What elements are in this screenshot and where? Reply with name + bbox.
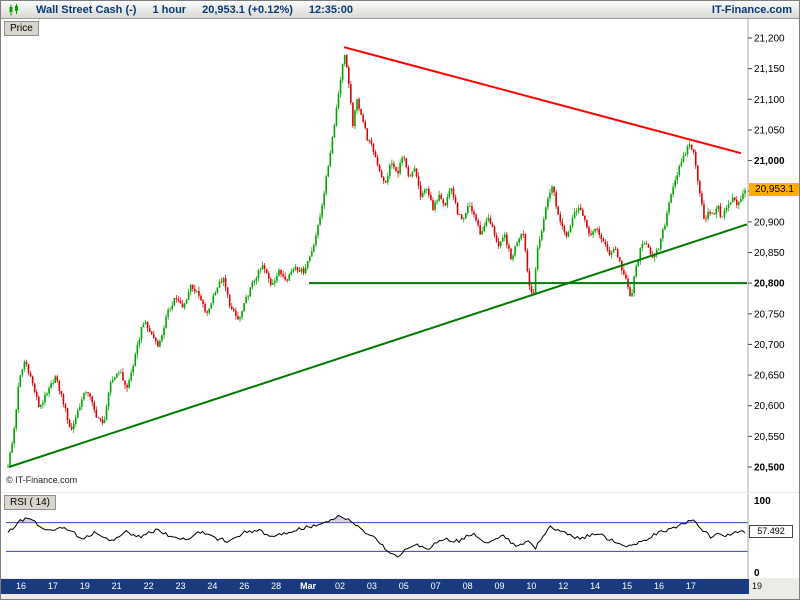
price-tick-label: 21,000 bbox=[754, 156, 785, 167]
instrument-name: Wall Street Cash (-) bbox=[36, 3, 137, 16]
price-chart-canvas[interactable]: 21,20021,15021,10021,05021,00020,95020,9… bbox=[1, 19, 800, 492]
rsi-chart-canvas[interactable]: 100 0 bbox=[1, 493, 800, 578]
rsi-overbought-fill bbox=[8, 515, 745, 523]
x-axis-label: 16 bbox=[15, 581, 27, 591]
x-axis-label: Mar bbox=[300, 581, 317, 591]
x-axis-label: 28 bbox=[271, 581, 282, 591]
brand-link[interactable]: IT-Finance.com bbox=[711, 3, 792, 16]
last-price-badge: 20,953.1 bbox=[749, 182, 799, 196]
rsi-scale-label: 100 bbox=[754, 496, 771, 507]
price-tick-label: 21,100 bbox=[754, 95, 785, 106]
price-tick-label: 21,200 bbox=[754, 34, 785, 45]
x-axis-label: 07 bbox=[430, 581, 441, 591]
x-axis-label: 08 bbox=[462, 581, 473, 591]
x-axis-corner-label: 19 bbox=[752, 581, 763, 591]
x-axis-label: 15 bbox=[622, 581, 633, 591]
x-axis-label: 02 bbox=[334, 581, 346, 591]
x-axis-label: 09 bbox=[494, 581, 505, 591]
timeframe-label: 1 hour bbox=[152, 3, 187, 16]
x-axis-label: 21 bbox=[111, 581, 122, 591]
last-quote: 20,953.1 (+0.12%) bbox=[202, 3, 293, 16]
header-bar: Wall Street Cash (-) 1 hour 20,953.1 (+0… bbox=[1, 1, 799, 19]
price-tick-label: 20,850 bbox=[754, 248, 785, 259]
x-axis-label: 23 bbox=[175, 581, 186, 591]
quote-time: 12:35:00 bbox=[308, 3, 353, 16]
price-panel-label[interactable]: Price bbox=[4, 21, 39, 36]
x-axis-label: 14 bbox=[590, 581, 601, 591]
price-tick-label: 20,650 bbox=[754, 371, 785, 382]
price-tick-label: 20,750 bbox=[754, 309, 785, 320]
price-tick-label: 20,900 bbox=[754, 217, 785, 228]
rsi-line bbox=[7, 514, 746, 558]
x-axis-bar[interactable]: 16 17 19 21 22 23 24 26 28 Mar 02 03 05 07 08 09 10 12 14 1… bbox=[1, 579, 749, 594]
price-tick-label: 20,600 bbox=[754, 401, 785, 412]
candlestick-series bbox=[7, 54, 746, 469]
price-tick-label: 20,800 bbox=[754, 279, 785, 290]
price-tick-label: 20,700 bbox=[754, 340, 785, 351]
x-axis-label: 10 bbox=[526, 581, 537, 591]
price-tick-label: 20,550 bbox=[754, 432, 785, 443]
price-tick-label: 21,050 bbox=[754, 125, 785, 136]
x-axis-label: 17 bbox=[47, 581, 58, 591]
x-axis-label: 03 bbox=[366, 581, 377, 591]
price-tick-label: 21,150 bbox=[754, 64, 785, 75]
x-axis-label: 16 bbox=[653, 581, 665, 591]
rsi-panel-label[interactable]: RSI ( 14) bbox=[4, 495, 57, 510]
x-axis-label: 22 bbox=[143, 581, 154, 591]
copyright-watermark: © IT-Finance.com bbox=[6, 475, 78, 485]
ascending-support-trendline[interactable] bbox=[8, 223, 748, 468]
x-axis-label: 12 bbox=[558, 581, 569, 591]
price-tick-label: 20,500 bbox=[754, 463, 785, 474]
x-axis-label: 24 bbox=[207, 581, 218, 591]
x-axis-label: 17 bbox=[685, 581, 696, 591]
x-axis-label: 05 bbox=[398, 581, 409, 591]
rsi-value-badge: 57.492 bbox=[749, 524, 793, 538]
rsi-scale-label: 0 bbox=[754, 568, 760, 578]
x-axis-label: 19 bbox=[79, 581, 90, 591]
descending-resistance-trendline[interactable] bbox=[343, 46, 742, 155]
instrument-candlestick-icon bbox=[8, 3, 20, 16]
x-axis-label: 26 bbox=[239, 581, 250, 591]
